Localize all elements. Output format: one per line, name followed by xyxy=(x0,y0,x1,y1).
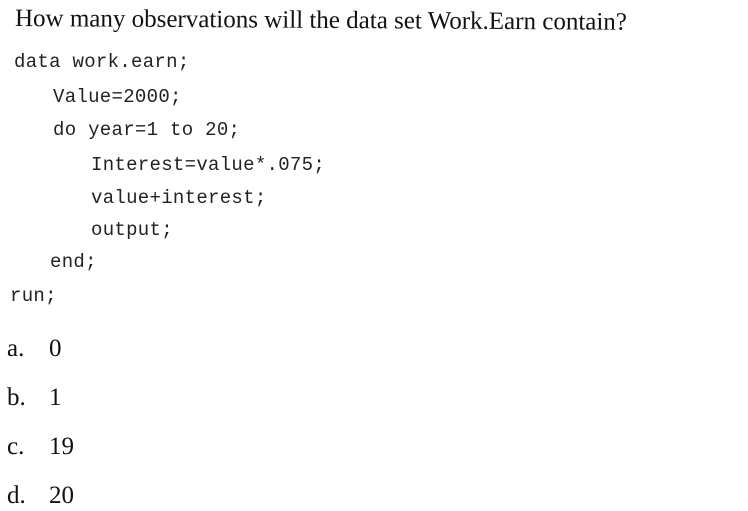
option-letter: b. xyxy=(7,384,26,411)
code-line-sum-statement: value+interest; xyxy=(91,187,267,209)
option-value: 0 xyxy=(49,335,62,362)
code-line-run: run; xyxy=(10,285,57,307)
code-line-output: output; xyxy=(91,219,173,241)
option-letter: a. xyxy=(7,335,25,362)
option-value: 20 xyxy=(49,482,74,509)
option-d[interactable]: d. 20 xyxy=(7,481,74,511)
code-line-data-statement: data work.earn; xyxy=(14,51,190,73)
option-value: 19 xyxy=(49,433,74,460)
option-letter: d. xyxy=(7,482,26,509)
code-line-interest-assign: Interest=value*.075; xyxy=(91,154,326,176)
option-value: 1 xyxy=(49,384,62,411)
question-text: How many observations will the data set … xyxy=(14,5,628,36)
code-line-end: end; xyxy=(50,251,97,273)
code-line-value-assign: Value=2000; xyxy=(53,86,182,108)
option-b[interactable]: b. 1 xyxy=(7,383,62,413)
option-letter: c. xyxy=(7,433,25,460)
code-line-do-loop: do year=1 to 20; xyxy=(53,119,241,141)
option-c[interactable]: c. 19 xyxy=(7,432,74,462)
option-a[interactable]: a. 0 xyxy=(7,334,62,364)
